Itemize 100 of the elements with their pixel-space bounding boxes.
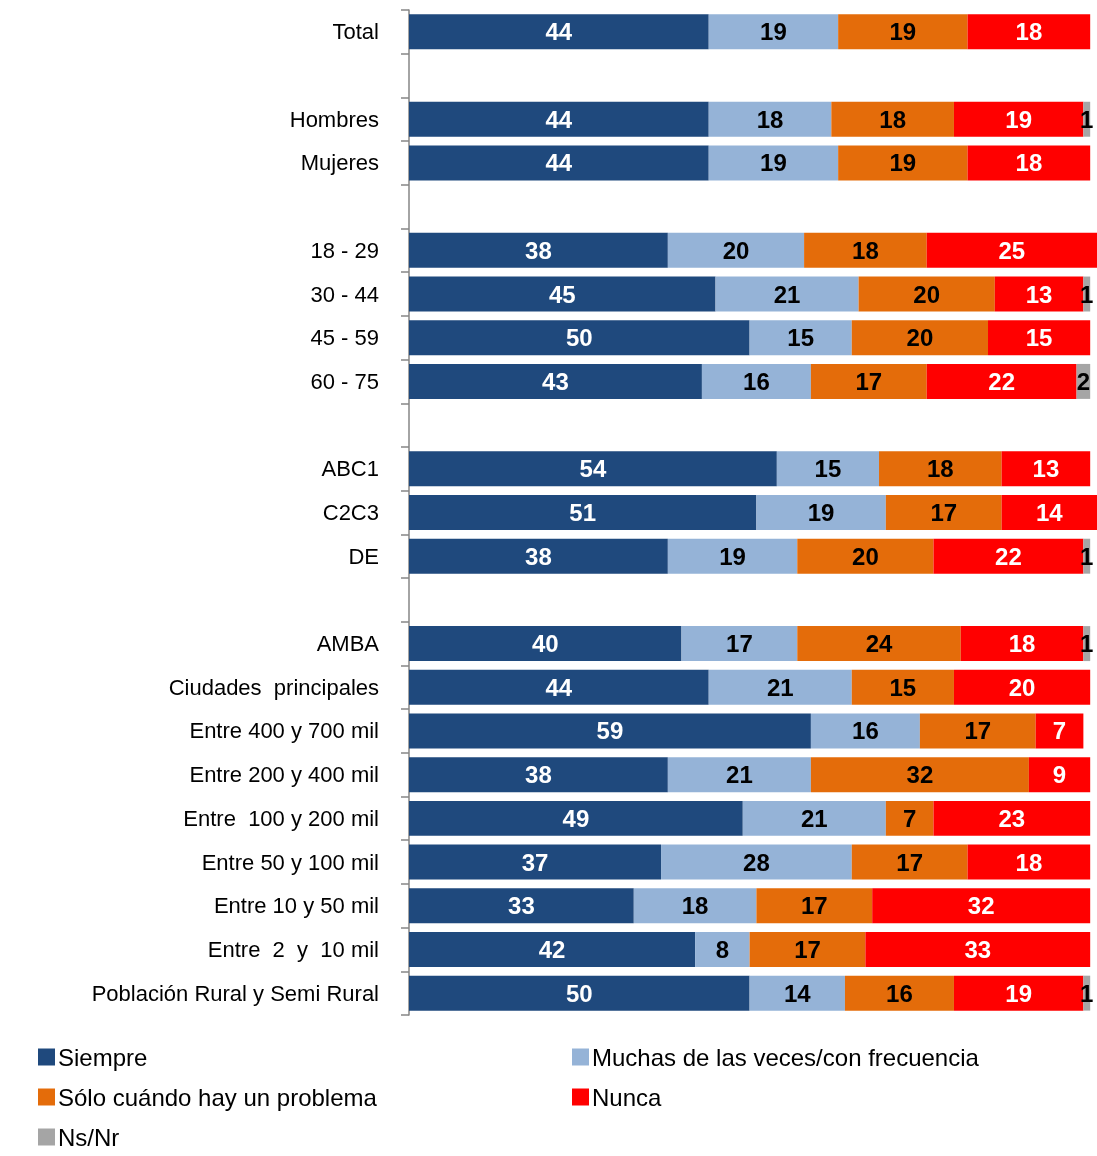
legend-label: Siempre xyxy=(58,1043,148,1071)
data-label: 19 xyxy=(807,499,835,526)
data-label: 21 xyxy=(800,804,828,832)
data-label: 44 xyxy=(545,105,573,133)
y-tick-label: Ciudades principales xyxy=(168,674,379,700)
data-label: 20 xyxy=(1008,673,1036,701)
data-label: 21 xyxy=(773,280,801,308)
data-label: 19 xyxy=(760,149,787,177)
bar xyxy=(851,320,989,356)
y-tick-label: Entre 400 y 700 mil xyxy=(189,718,379,744)
bar xyxy=(872,888,1091,924)
data-label: 51 xyxy=(569,499,597,526)
bar xyxy=(933,800,1091,836)
bar xyxy=(409,495,757,530)
legend-label: Muchas de las veces/con frecuencia xyxy=(592,1043,980,1071)
bar xyxy=(810,363,927,399)
data-label: 44 xyxy=(545,149,573,177)
data-label: 45 xyxy=(548,280,576,308)
data-label: 25 xyxy=(998,236,1026,264)
bar xyxy=(756,888,873,924)
bar xyxy=(1035,713,1084,749)
data-label: 18 xyxy=(879,105,906,133)
bar xyxy=(708,101,832,137)
legend-label: Sólo cuándo hay un problema xyxy=(58,1083,378,1111)
data-label: 23 xyxy=(998,804,1026,832)
data-label: 21 xyxy=(766,673,794,701)
y-tick-label: 45 - 59 xyxy=(310,325,379,351)
bar xyxy=(409,669,709,705)
y-tick-label: Mujeres xyxy=(300,150,379,176)
y-tick-label: Entre 50 y 100 mil xyxy=(201,849,379,875)
data-label: 19 xyxy=(889,149,917,177)
y-tick-label: Hombres xyxy=(289,106,379,132)
bar xyxy=(1001,451,1091,487)
bar xyxy=(667,757,811,793)
bar xyxy=(756,495,886,530)
bar xyxy=(409,757,668,793)
data-label: 59 xyxy=(596,717,624,745)
data-label: 15 xyxy=(787,324,815,352)
bar xyxy=(797,626,961,662)
data-label: 15 xyxy=(814,455,842,483)
data-label: 20 xyxy=(722,236,750,264)
bar xyxy=(708,145,839,181)
data-label: 33 xyxy=(964,935,992,963)
bar xyxy=(851,669,954,705)
bar xyxy=(865,931,1091,967)
bar xyxy=(879,451,1002,487)
data-label: 17 xyxy=(855,367,883,395)
data-label: 19 xyxy=(1005,105,1033,133)
y-tick-label: Total xyxy=(332,19,379,45)
legend-label: Ns/Nr xyxy=(58,1123,120,1151)
bar xyxy=(742,800,886,836)
data-label: 22 xyxy=(995,542,1022,570)
bar xyxy=(409,101,709,137)
bar xyxy=(844,975,954,1011)
data-label: 14 xyxy=(1035,499,1064,526)
data-label: 42 xyxy=(538,935,566,963)
y-tick-label: 18 - 29 xyxy=(310,237,379,263)
data-label: 18 xyxy=(1015,18,1043,46)
bar xyxy=(851,844,968,880)
data-label: 32 xyxy=(967,892,995,920)
data-label: 38 xyxy=(525,542,552,570)
data-label: 17 xyxy=(800,892,828,920)
data-label: 18 xyxy=(926,455,954,483)
data-label: 16 xyxy=(743,367,770,395)
bar xyxy=(988,320,1091,356)
data-label: 33 xyxy=(508,892,535,920)
y-tick-label: AMBA xyxy=(316,631,380,657)
bar xyxy=(409,626,682,662)
data-label: 17 xyxy=(726,630,753,658)
bar xyxy=(967,145,1091,181)
bar xyxy=(804,232,927,268)
data-label: 20 xyxy=(852,542,879,570)
bar xyxy=(409,320,750,356)
bar xyxy=(831,101,954,137)
data-label: 2 xyxy=(1076,367,1091,395)
y-tick-label: Población Rural y Semi Rural xyxy=(91,980,379,1006)
data-label: 13 xyxy=(1025,280,1053,308)
data-label: 37 xyxy=(521,848,549,876)
data-label: 44 xyxy=(545,673,573,701)
bar xyxy=(708,669,852,705)
bar xyxy=(661,844,852,880)
bar xyxy=(409,232,668,268)
data-label: 7 xyxy=(1052,717,1067,745)
data-label: 40 xyxy=(531,630,559,658)
data-label: 20 xyxy=(906,324,934,352)
y-tick-label: 60 - 75 xyxy=(310,368,379,394)
bar xyxy=(919,713,1036,749)
bar xyxy=(409,363,702,399)
data-label: 17 xyxy=(930,499,958,526)
bar xyxy=(409,145,709,181)
bar xyxy=(409,276,716,312)
data-label: 9 xyxy=(1052,761,1067,789)
bar xyxy=(749,320,852,356)
data-label: 18 xyxy=(852,236,879,264)
data-label: 18 xyxy=(1015,149,1043,177)
data-label: 50 xyxy=(565,324,593,352)
data-label: 7 xyxy=(902,804,917,832)
data-label: 18 xyxy=(1015,848,1043,876)
bar xyxy=(967,14,1091,50)
data-label: 38 xyxy=(525,236,552,264)
